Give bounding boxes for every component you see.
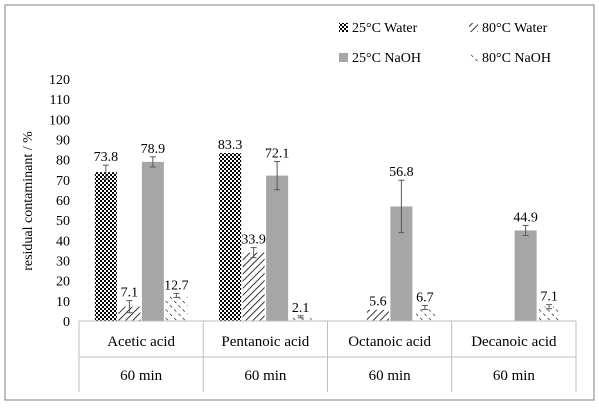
legend: 25°C Water 80°C Water 25°C NaOH 80°C NaOH	[339, 21, 551, 66]
x-tick-sublabel: 60 min	[493, 368, 536, 384]
data-label: 33.9	[241, 233, 266, 248]
x-tick-label: Acetic acid	[107, 334, 175, 350]
x-tick-label: Decanoic acid	[471, 334, 557, 350]
legend-swatch	[469, 53, 478, 62]
y-tick-label: 10	[56, 295, 70, 310]
x-tick-sublabel: 60 min	[369, 368, 412, 384]
y-tick-label: 70	[56, 174, 70, 189]
x-tick-label: Octanoic acid	[348, 334, 431, 350]
y-tick-label: 30	[56, 255, 70, 270]
legend-label: 25°C Water	[352, 21, 418, 36]
y-axis-label: residual contaminant / %	[21, 131, 36, 271]
bar	[219, 153, 242, 321]
bar	[413, 307, 436, 321]
y-tick-label: 40	[56, 234, 70, 249]
data-label: 6.7	[416, 290, 434, 305]
data-label: 72.1	[265, 146, 290, 161]
legend-label: 25°C NaOH	[352, 51, 421, 66]
legend-label: 80°C Water	[482, 21, 548, 36]
x-tick-sublabel: 60 min	[120, 368, 163, 384]
bar	[141, 161, 164, 321]
data-label: 12.7	[164, 278, 189, 293]
bar	[266, 175, 289, 321]
data-label: 7.1	[540, 290, 558, 305]
bar	[366, 309, 389, 321]
y-tick-label: 90	[56, 134, 70, 149]
y-axis: 0 10 20 30 40 50 60 70 80 90 100 110 120	[49, 73, 70, 330]
bar	[514, 230, 537, 321]
data-label: 83.3	[218, 138, 243, 153]
y-tick-label: 80	[56, 154, 70, 169]
data-label: 2.1	[292, 301, 310, 316]
y-tick-label: 50	[56, 214, 70, 229]
bar	[165, 295, 188, 321]
x-tick-label: Pentanoic acid	[221, 334, 309, 350]
y-tick-label: 120	[49, 73, 70, 88]
bar	[538, 306, 561, 321]
data-label: 56.8	[389, 165, 414, 180]
y-tick-label: 110	[50, 93, 70, 108]
legend-swatch	[469, 23, 478, 32]
plot-area: 73.8 7.1 78.9 12.7 83.3 33.9 72.1 2.1 5.6 56.8 6.7…	[94, 138, 561, 321]
data-label: 73.8	[94, 150, 119, 165]
bar	[94, 172, 117, 321]
y-tick-label: 60	[56, 194, 70, 209]
legend-label: 80°C NaOH	[482, 51, 551, 66]
bar	[390, 206, 413, 321]
data-label: 5.6	[369, 295, 387, 310]
legend-swatch	[339, 53, 348, 62]
data-label: 44.9	[513, 210, 538, 225]
x-tick-sublabel: 60 min	[244, 368, 287, 384]
data-label: 7.1	[121, 286, 139, 301]
legend-swatch	[339, 23, 348, 32]
y-tick-label: 20	[56, 275, 70, 290]
x-axis: Acetic acid 60 min Pentanoic acid 60 min Oct…	[78, 320, 577, 392]
bar	[289, 316, 312, 321]
y-tick-label: 0	[63, 315, 70, 330]
data-label: 78.9	[141, 142, 166, 157]
bar	[118, 306, 141, 321]
bar	[242, 252, 265, 321]
y-tick-label: 100	[49, 113, 70, 128]
